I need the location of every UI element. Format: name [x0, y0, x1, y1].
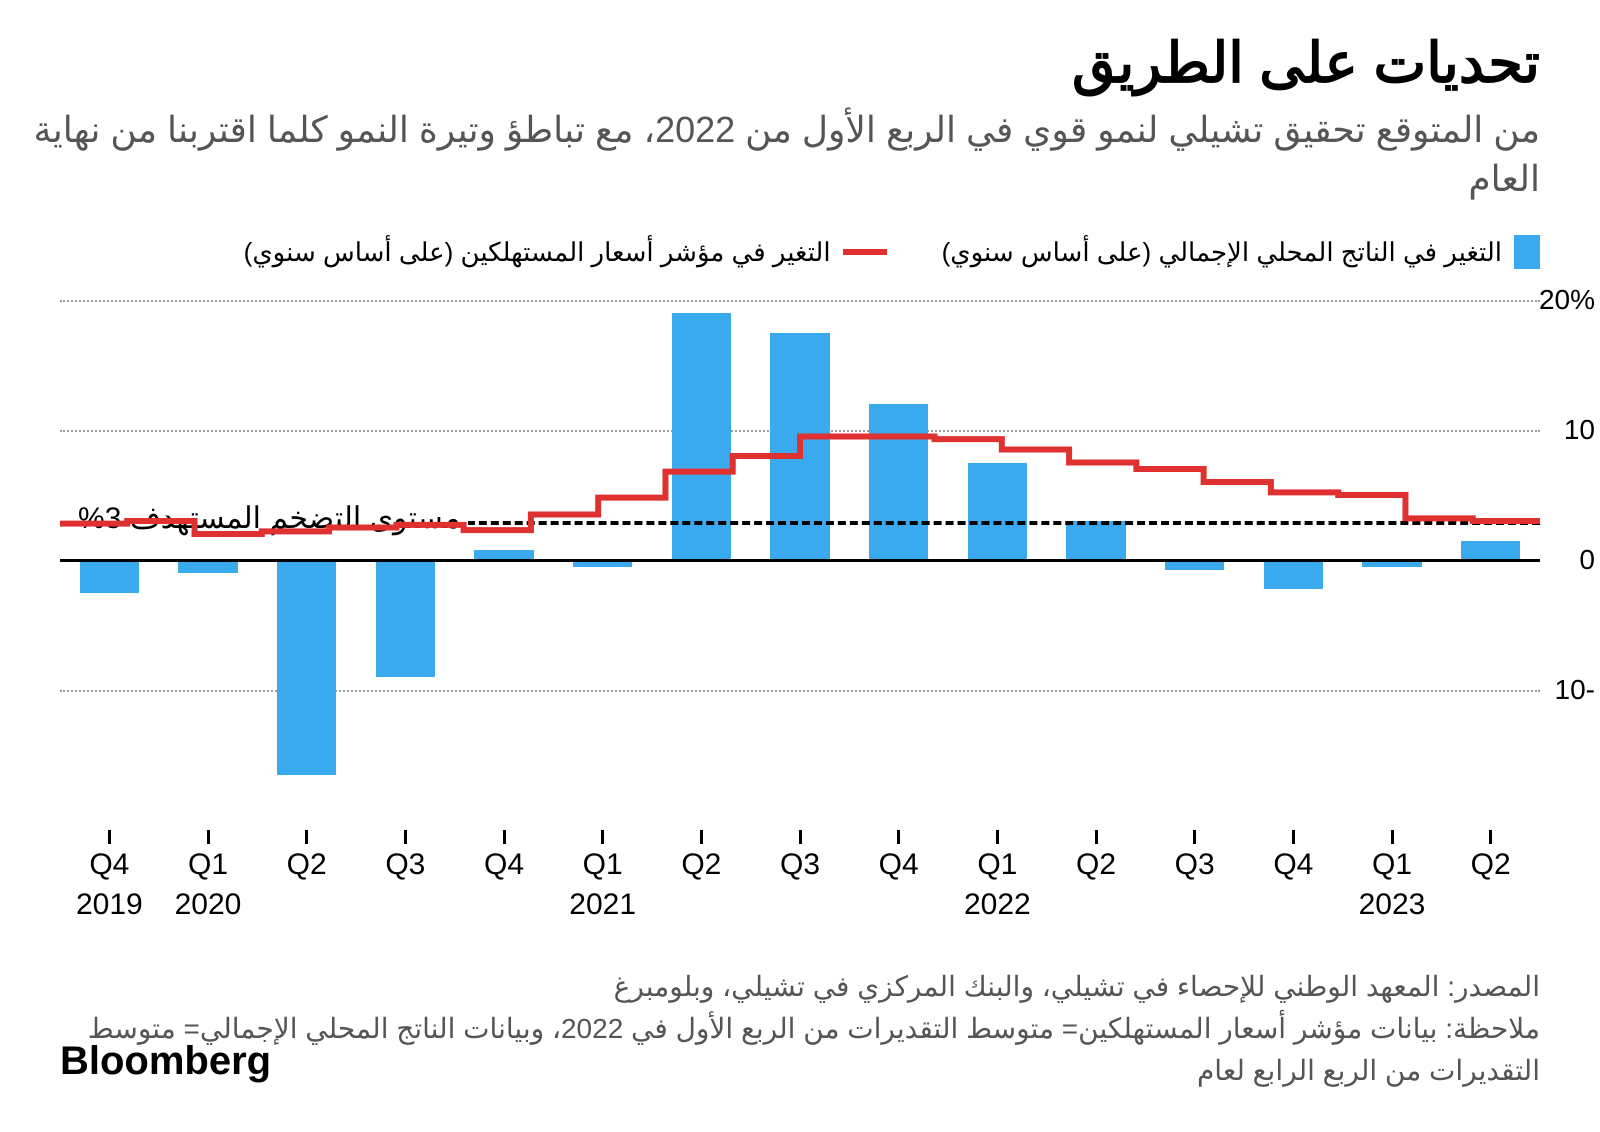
note-text: ملاحظة: بيانات مؤشر أسعار المستهلكين= مت…: [60, 1008, 1540, 1092]
legend-label-cpi: التغير في مؤشر أسعار المستهلكين (على أسا…: [244, 237, 831, 268]
x-label-quarter: Q1: [1372, 848, 1412, 882]
x-tick: [1095, 830, 1098, 844]
gdp-bar: [1264, 560, 1323, 589]
gdp-bar: [869, 404, 928, 560]
y-tick-label: 10-: [1555, 674, 1595, 706]
chart-title: تحديات على الطريق: [0, 30, 1540, 96]
chart-plot-area: 10-01020% مستوى التضخم المستهدف 3%: [60, 300, 1540, 820]
x-label-quarter: Q3: [385, 848, 425, 882]
bloomberg-logo: Bloomberg: [60, 1039, 271, 1084]
x-label-quarter: Q2: [287, 848, 327, 882]
x-label-quarter: Q4: [1273, 848, 1313, 882]
x-tick: [799, 830, 802, 844]
gdp-bar: [770, 333, 829, 561]
y-tick-label: 10: [1564, 414, 1595, 446]
x-label-year: 2019: [76, 888, 143, 922]
x-tick: [305, 830, 308, 844]
legend-label-gdp: التغير في الناتج المحلي الإجمالي (على أس…: [942, 237, 1502, 268]
x-label-quarter: Q2: [1076, 848, 1116, 882]
x-label-quarter: Q4: [879, 848, 919, 882]
x-tick: [1292, 830, 1295, 844]
x-label-year: 2023: [1359, 888, 1426, 922]
x-label-quarter: Q1: [977, 848, 1017, 882]
x-tick: [700, 830, 703, 844]
gdp-bar: [277, 560, 336, 775]
x-tick: [404, 830, 407, 844]
gdp-bar: [376, 560, 435, 677]
chart-header: تحديات على الطريق من المتوقع تحقيق تشيلي…: [0, 30, 1540, 203]
x-label-quarter: Q3: [1175, 848, 1215, 882]
x-label-quarter: Q4: [484, 848, 524, 882]
legend-swatch-line-icon: [843, 249, 887, 255]
x-label-quarter: Q3: [780, 848, 820, 882]
gdp-bar: [178, 560, 237, 573]
x-tick: [207, 830, 210, 844]
gdp-bar: [1066, 521, 1125, 560]
x-tick: [897, 830, 900, 844]
legend-item-cpi: التغير في مؤشر أسعار المستهلكين (على أسا…: [244, 237, 887, 268]
legend-swatch-bar-icon: [1514, 235, 1540, 269]
x-tick: [1193, 830, 1196, 844]
chart-footer: المصدر: المعهد الوطني للإحصاء في تشيلي، …: [60, 966, 1540, 1092]
chart-subtitle: من المتوقع تحقيق تشيلي لنمو قوي في الربع…: [0, 106, 1540, 203]
gdp-bar: [80, 560, 139, 593]
zero-axis-line: [60, 559, 1540, 562]
x-label-year: 2020: [175, 888, 242, 922]
gdp-bar: [1165, 560, 1224, 570]
y-tick-label: 0: [1579, 544, 1595, 576]
x-label-year: 2022: [964, 888, 1031, 922]
source-text: المصدر: المعهد الوطني للإحصاء في تشيلي، …: [60, 966, 1540, 1008]
x-tick: [996, 830, 999, 844]
x-tick: [108, 830, 111, 844]
x-label-quarter: Q1: [583, 848, 623, 882]
y-tick-label: 20%: [1539, 284, 1595, 316]
x-tick: [601, 830, 604, 844]
inflation-target-label: مستوى التضخم المستهدف 3%: [70, 501, 468, 536]
legend-item-gdp: التغير في الناتج المحلي الإجمالي (على أس…: [942, 235, 1540, 269]
x-label-year: 2021: [569, 888, 636, 922]
x-label-quarter: Q2: [1471, 848, 1511, 882]
x-label-quarter: Q2: [681, 848, 721, 882]
x-label-quarter: Q4: [89, 848, 129, 882]
x-tick: [503, 830, 506, 844]
gdp-bar: [968, 463, 1027, 561]
x-tick: [1391, 830, 1394, 844]
chart-legend: التغير في الناتج المحلي الإجمالي (على أس…: [244, 235, 1540, 269]
gdp-bar: [1461, 541, 1520, 561]
x-tick: [1489, 830, 1492, 844]
x-label-quarter: Q1: [188, 848, 228, 882]
